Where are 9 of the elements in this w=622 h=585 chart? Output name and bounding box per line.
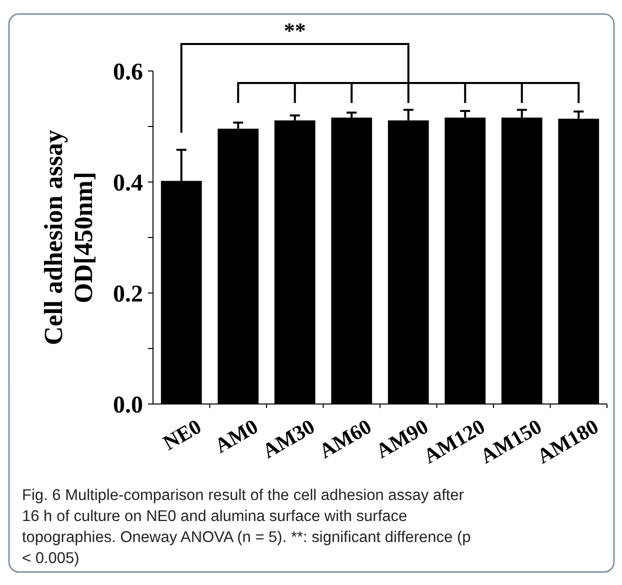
caption: Fig. 6 Multiple-comparison result of the cell adhesion assay after 16 h of culture on NE0 and alumina surface with surface topographies. Oneway ANOVA (n = 5). **: significant difference (p < 0.005) (22, 487, 471, 567)
y-tick-label: 0.0 (113, 392, 143, 418)
x-tick-label: AM0 (210, 414, 262, 458)
y-tick-label: 0.2 (113, 281, 143, 308)
y-tick-label: 0.4 (113, 170, 143, 196)
text: ** (284, 18, 306, 43)
x-tick-label: NE0 (158, 414, 206, 455)
y-tick-label: 0.6 (113, 59, 143, 86)
y-axis-title: Cell adhesion assay OD[450nm] (39, 130, 98, 346)
